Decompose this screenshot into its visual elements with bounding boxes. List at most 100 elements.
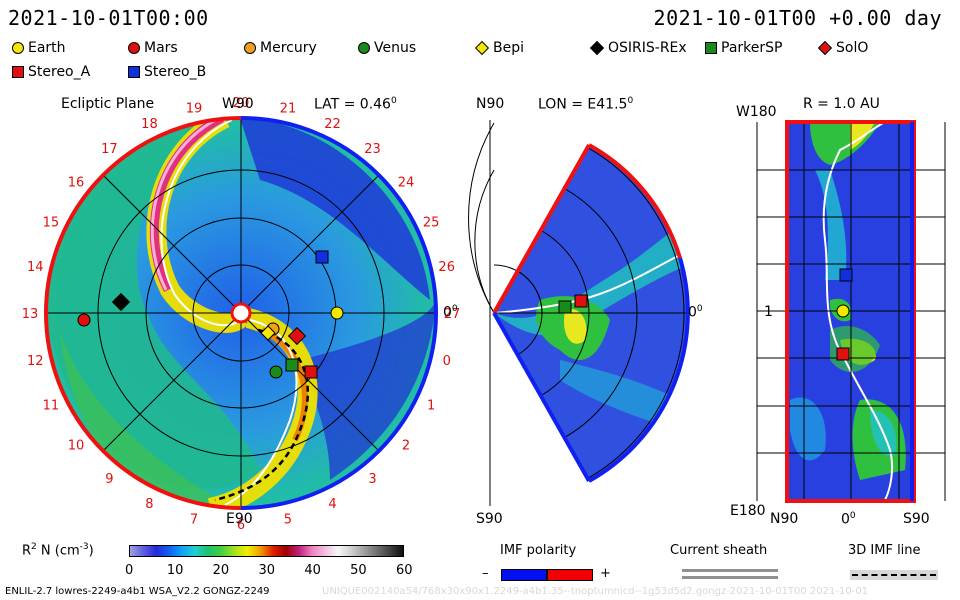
imf-line-title: 3D IMF line: [848, 543, 921, 558]
legend-item-earth: Earth: [12, 40, 66, 56]
meridional-bodies: [558, 294, 588, 314]
meridional-lon-label: LON = E41.50: [538, 96, 633, 113]
ecliptic-bottom-label: E90: [226, 511, 253, 527]
radial-title: R = 1.0 AU: [803, 96, 880, 112]
venus-icon: [358, 42, 370, 54]
radial-bodies: [836, 268, 853, 361]
imf-plus: +: [600, 566, 611, 581]
carrington-tick: 24: [398, 175, 415, 190]
imf-positive-swatch: [547, 569, 593, 581]
ecliptic-bodies: [77, 250, 344, 379]
earth-icon: [12, 42, 24, 54]
merid-zero: 0: [688, 304, 697, 321]
colorbar-label-sup: 2: [31, 542, 37, 552]
carrington-tick: 10: [68, 439, 85, 454]
colorbar: [129, 545, 404, 557]
carrington-tick: 15: [43, 215, 60, 230]
footer-right: UNIQUE002140a54/768x30x90x1.2249-a4b1.35…: [322, 586, 869, 597]
radial-x-left: N90: [770, 511, 799, 527]
colorbar-tick: 0: [125, 563, 134, 578]
colorbar-label-r: R: [22, 543, 32, 559]
carrington-tick: 11: [43, 399, 60, 414]
carrington-tick: 19: [186, 101, 203, 116]
carrington-tick: 2: [402, 439, 410, 454]
legend-label: Mars: [144, 40, 178, 56]
merid-zero-degree: 0: [696, 304, 703, 314]
colorbar-label-exp: -3: [79, 542, 89, 552]
stereo-b-icon: [128, 66, 140, 78]
legend-label: Stereo_B: [144, 64, 207, 80]
solo-marker: [287, 326, 307, 346]
legend-label: Bepi: [493, 40, 524, 56]
lon-text: LON = E41.5: [538, 96, 628, 113]
radial-x-mid: 00: [841, 511, 856, 528]
imf-negative-swatch: [501, 569, 547, 581]
carrington-tick: 7: [190, 513, 198, 528]
ecliptic-zero-degree: 0: [451, 304, 458, 314]
stereo-a-icon: [12, 66, 24, 78]
lat-text: LAT = 0.46: [314, 96, 391, 113]
stereo-b-marker: [315, 250, 329, 264]
ecliptic-title: Ecliptic Plane: [61, 96, 155, 112]
legend-item-bepi: Bepi: [474, 40, 524, 56]
sun-marker: [230, 302, 252, 324]
mars-icon: [128, 42, 140, 54]
colorbar-tick: 30: [258, 563, 276, 578]
carrington-tick: 18: [141, 117, 158, 132]
current-sheath-line-1: [682, 569, 778, 572]
ecliptic-panel: 20 21222324252627012345678910111213141516…: [22, 96, 461, 533]
current-sheath-line-2: [682, 576, 778, 579]
carrington-tick: 5: [284, 513, 292, 528]
earth-marker: [836, 304, 850, 318]
ecliptic-lat-label: LAT = 0.460: [314, 96, 397, 113]
imf-title: IMF polarity: [500, 543, 577, 558]
colorbar-label-close: ): [88, 543, 94, 559]
date-left: 2021-10-01T00:00: [8, 6, 209, 30]
legend-label: OSIRIS-REx: [608, 40, 687, 56]
legend-item-stereo-a: Stereo_A: [12, 64, 90, 80]
imf-line-dash: [852, 574, 936, 576]
colorbar-tick: 20: [212, 563, 230, 578]
carrington-tick: 8: [145, 497, 153, 512]
carrington-tick: 3: [368, 472, 376, 487]
legend-item-parkersp: ParkerSP: [705, 40, 782, 56]
ecliptic-right-label: 00: [443, 304, 458, 321]
radial-x-right: S90: [903, 511, 930, 527]
carrington-tick: 23: [364, 142, 381, 157]
radial-x-mid-text: 0: [841, 511, 850, 528]
stereo-a-marker: [574, 294, 588, 308]
imf-line-swatch: [850, 570, 938, 580]
carrington-tick: 1: [427, 399, 435, 414]
carrington-tick: 16: [68, 175, 85, 190]
legend-item-venus: Venus: [358, 40, 416, 56]
earth-marker: [330, 306, 344, 320]
carrington-tick: 27: [444, 307, 461, 322]
legend-item-stereo-b: Stereo_B: [128, 64, 206, 80]
colorbar-tick: 10: [166, 563, 184, 578]
carrington-tick: 9: [105, 472, 113, 487]
legend-label: Mercury: [260, 40, 317, 56]
bepi-marker: [260, 325, 276, 341]
radial-x-mid-degree: 0: [849, 511, 856, 521]
current-sheath-title: Current sheath: [670, 543, 768, 558]
legend-item-mars: Mars: [128, 40, 178, 56]
carrington-tick: 12: [27, 354, 44, 369]
legend-item-mercury: Mercury: [244, 40, 317, 56]
radial-top-left: W180: [736, 104, 777, 120]
carrington-tick: 6: [237, 518, 245, 533]
meridional-top-left: N90: [476, 96, 505, 112]
legend-item-osiris-rex: OSIRIS-REx: [589, 40, 687, 56]
radial-bottom-left: E180: [730, 503, 766, 519]
parkersp-icon: [705, 42, 717, 54]
carrington-tick: 4: [328, 497, 336, 512]
lat-degree: 0: [390, 96, 397, 106]
meridional-panel: [468, 120, 690, 506]
lon-degree: 0: [627, 96, 634, 106]
parkersp-marker: [558, 300, 572, 314]
legend-label: Earth: [28, 40, 66, 56]
colorbar-tick: 60: [396, 563, 413, 578]
colorbar-label: R2 N (cm-3): [22, 542, 94, 558]
carrington-tick: 21: [280, 101, 297, 116]
carrington-tick: 14: [27, 260, 44, 275]
ecliptic-zero: 0: [443, 304, 452, 321]
